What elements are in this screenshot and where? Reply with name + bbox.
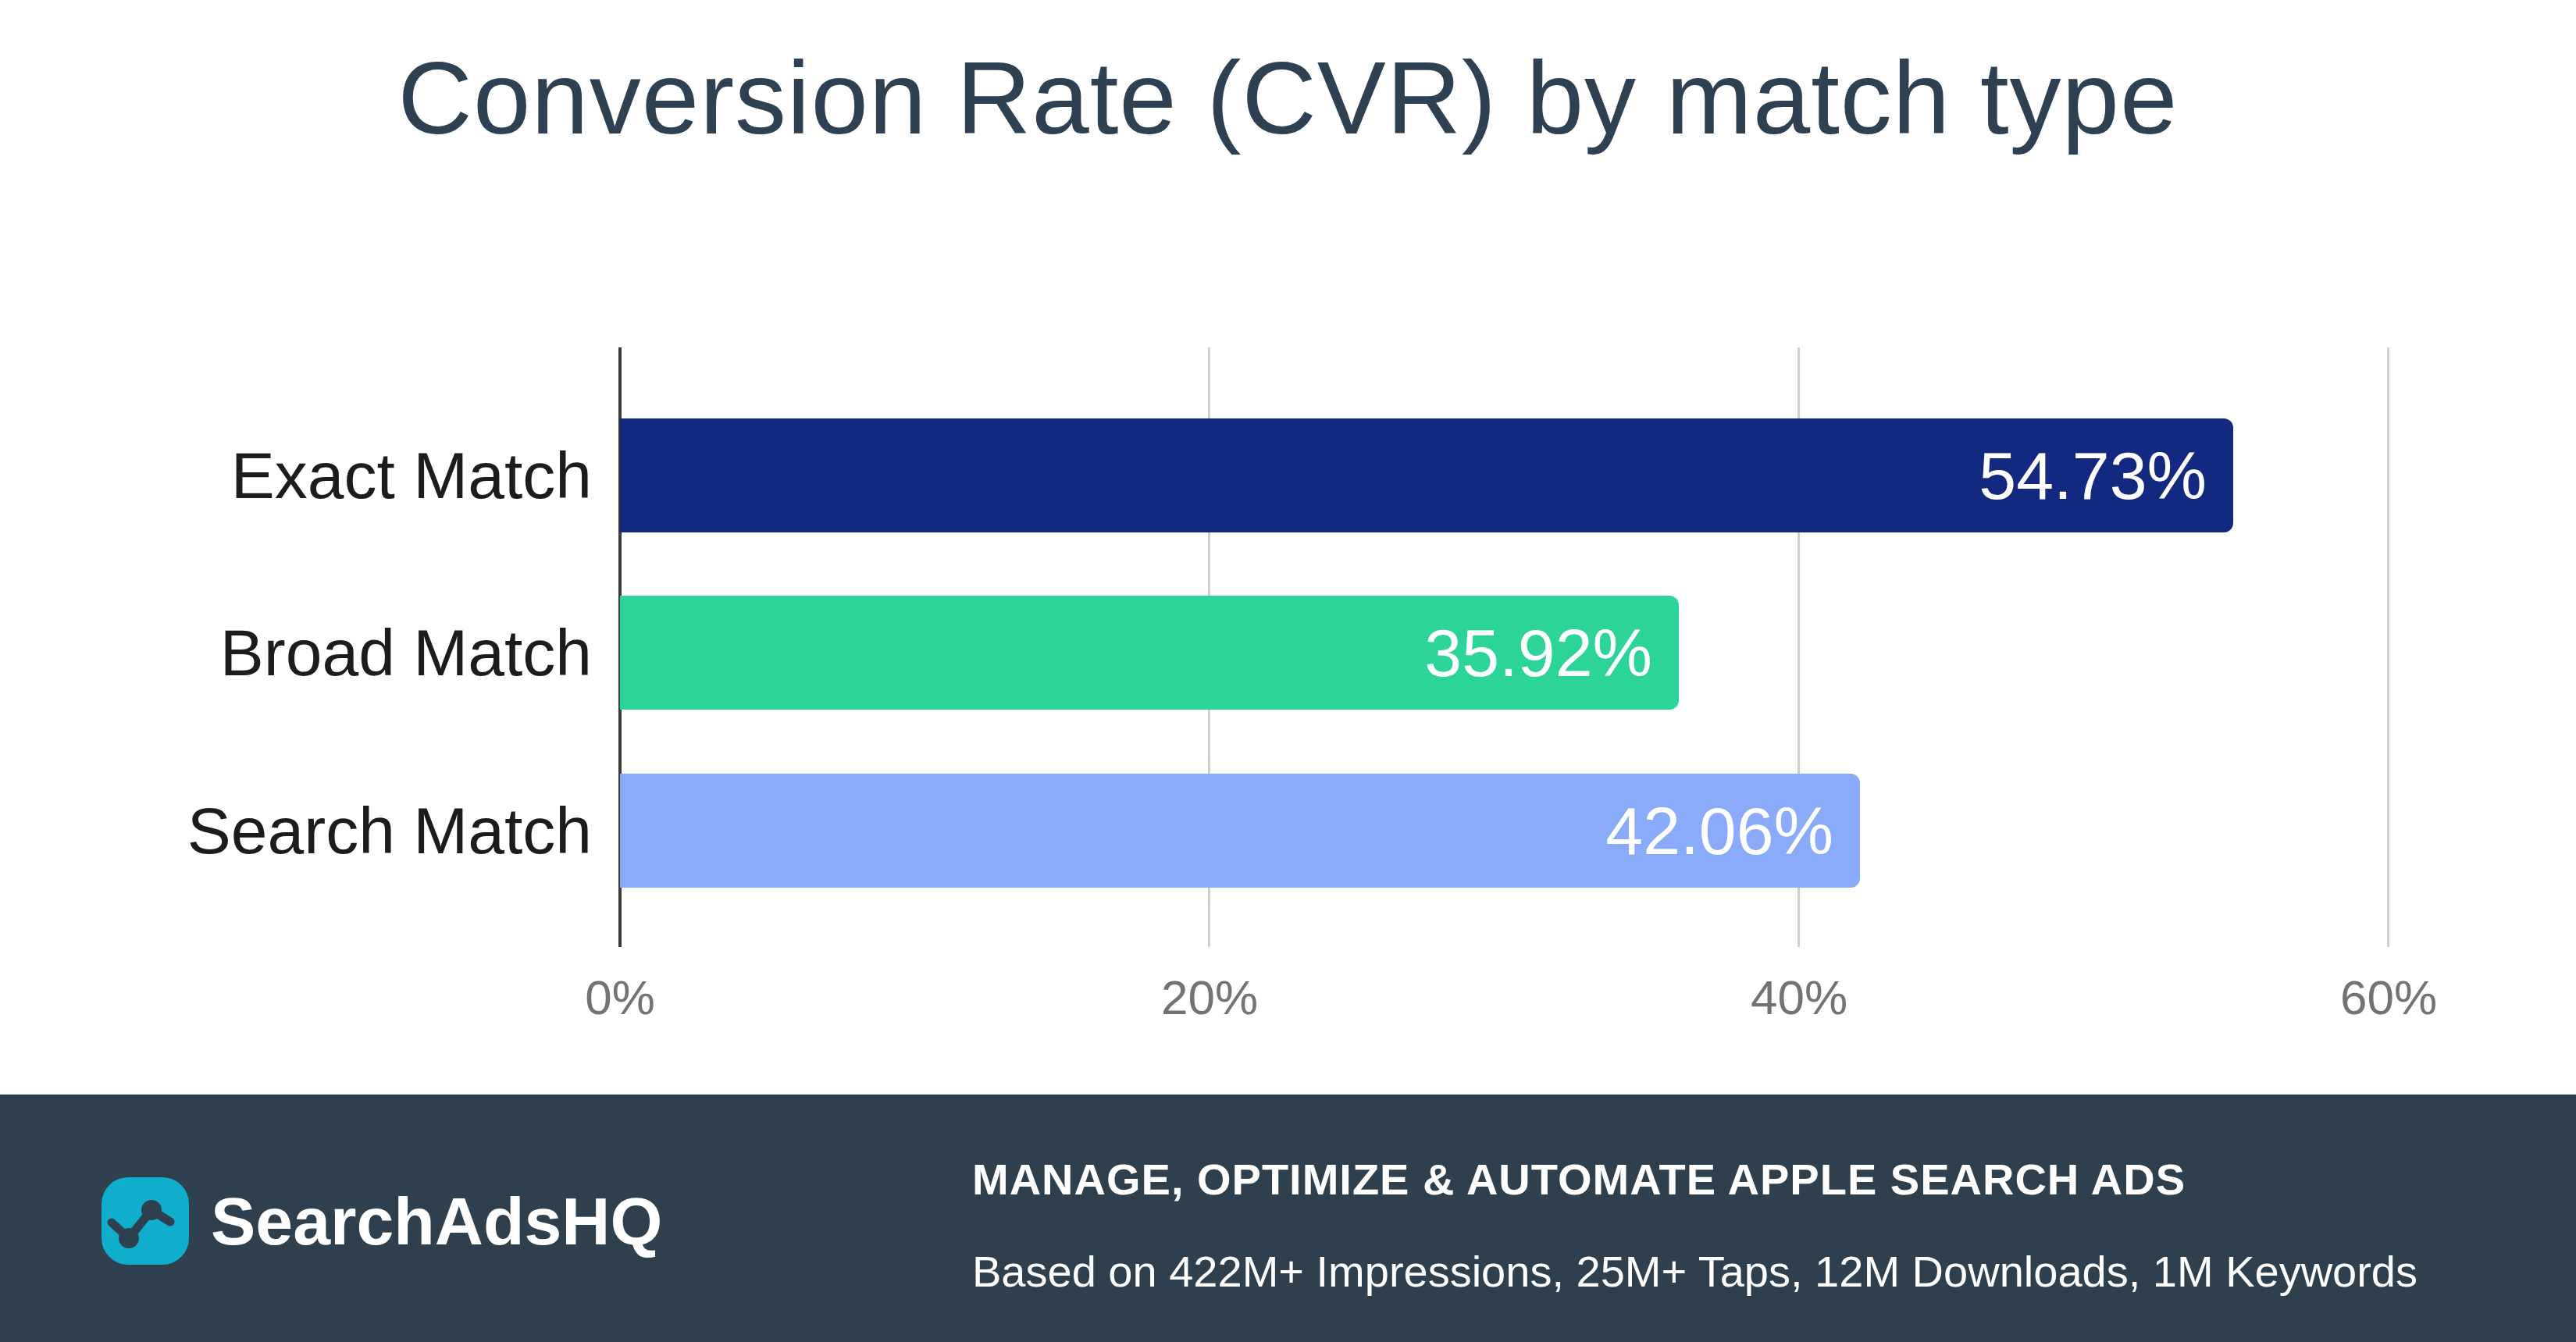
pulse-line-chart-icon <box>102 1177 189 1265</box>
gridline <box>2387 347 2389 947</box>
category-label: Exact Match <box>0 418 592 532</box>
footer-headline: MANAGE, OPTIMIZE & AUTOMATE APPLE SEARCH… <box>972 1154 2186 1205</box>
x-tick-label: 40% <box>1705 970 1893 1025</box>
x-tick-label: 60% <box>2295 970 2482 1025</box>
x-tick-label: 20% <box>1116 970 1303 1025</box>
logo-badge <box>102 1177 189 1265</box>
logo-text: SearchAdsHQ <box>211 1180 662 1262</box>
infographic-page: Conversion Rate (CVR) by match type 0%20… <box>0 0 2576 1342</box>
bar: 54.73% <box>620 418 2233 532</box>
bar-value-label: 42.06% <box>1605 792 1860 870</box>
bar: 42.06% <box>620 774 1860 888</box>
searchadshq-logo: SearchAdsHQ <box>102 1177 586 1265</box>
category-label: Search Match <box>0 774 592 888</box>
bar-value-label: 35.92% <box>1424 614 1679 692</box>
bar: 35.92% <box>620 596 1679 710</box>
footer-subline: Based on 422M+ Impressions, 25M+ Taps, 1… <box>972 1246 2417 1297</box>
bar-value-label: 54.73% <box>1979 437 2233 514</box>
category-label: Broad Match <box>0 596 592 710</box>
footer-banner: SearchAdsHQ MANAGE, OPTIMIZE & AUTOMATE … <box>0 1095 2576 1342</box>
x-tick-label: 0% <box>526 970 714 1025</box>
